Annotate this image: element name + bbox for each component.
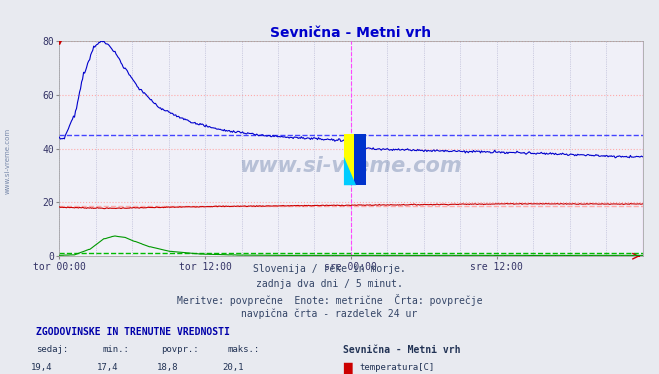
Title: Sevnična - Metni vrh: Sevnična - Metni vrh	[270, 26, 432, 40]
Bar	[344, 134, 366, 185]
Bar	[354, 134, 366, 185]
Text: temperatura[C]: temperatura[C]	[359, 363, 434, 372]
Text: min.:: min.:	[102, 345, 129, 354]
Text: www.si-vreme.com: www.si-vreme.com	[240, 156, 462, 176]
Text: Meritve: povprečne  Enote: metrične  Črta: povprečje: Meritve: povprečne Enote: metrične Črta:…	[177, 294, 482, 306]
Text: sedaj:: sedaj:	[36, 345, 69, 354]
Text: Sevnična - Metni vrh: Sevnična - Metni vrh	[343, 345, 460, 355]
Polygon shape	[344, 157, 356, 185]
Text: www.si-vreme.com: www.si-vreme.com	[4, 128, 11, 194]
Text: navpična črta - razdelek 24 ur: navpična črta - razdelek 24 ur	[241, 309, 418, 319]
Text: zadnja dva dni / 5 minut.: zadnja dva dni / 5 minut.	[256, 279, 403, 289]
Text: 18,8: 18,8	[156, 363, 178, 372]
Text: 20,1: 20,1	[222, 363, 244, 372]
Text: ZGODOVINSKE IN TRENUTNE VREDNOSTI: ZGODOVINSKE IN TRENUTNE VREDNOSTI	[36, 327, 230, 337]
Text: 19,4: 19,4	[31, 363, 53, 372]
Text: 17,4: 17,4	[97, 363, 119, 372]
Text: maks.:: maks.:	[227, 345, 260, 354]
Text: povpr.:: povpr.:	[161, 345, 199, 354]
Text: █: █	[343, 363, 351, 374]
Text: Slovenija / reke in morje.: Slovenija / reke in morje.	[253, 264, 406, 274]
